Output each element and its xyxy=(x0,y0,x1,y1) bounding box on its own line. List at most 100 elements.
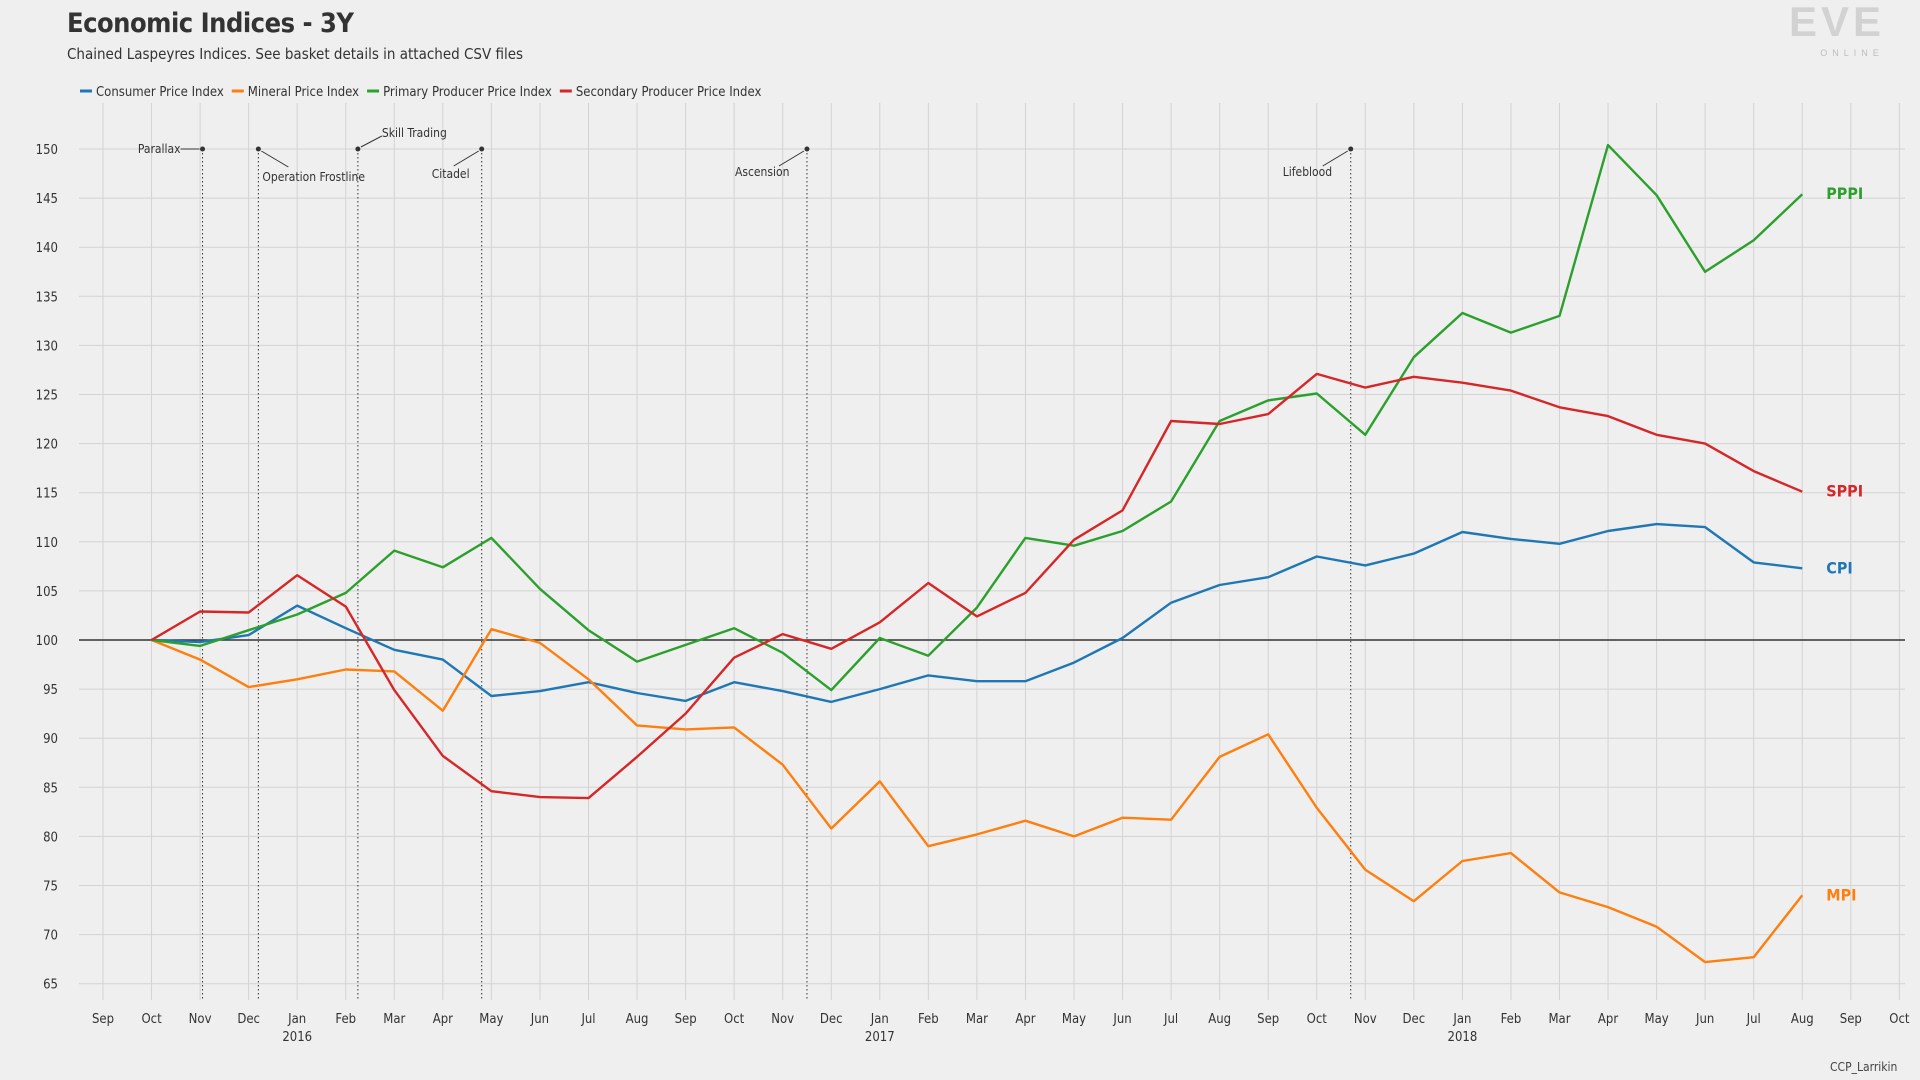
y-tick-label: 135 xyxy=(36,290,58,305)
event-marker-dot xyxy=(255,146,261,152)
event-label: Ascension xyxy=(735,165,790,179)
legend-entry: Primary Producer Price Index xyxy=(383,85,552,100)
y-tick-label: 65 xyxy=(43,978,58,993)
x-tick-label: Nov xyxy=(1354,1012,1377,1027)
x-tick-label: Sep xyxy=(92,1012,114,1027)
event-leader-line xyxy=(261,150,289,168)
x-tick-label: Oct xyxy=(1889,1012,1910,1027)
x-tick-label: Oct xyxy=(724,1012,745,1027)
event-label: Operation Frostline xyxy=(262,170,365,184)
x-tick-label: Feb xyxy=(1501,1012,1522,1027)
x-tick-label: Aug xyxy=(626,1012,649,1027)
legend-entry: Mineral Price Index xyxy=(248,85,359,100)
y-tick-label: 120 xyxy=(36,438,58,453)
author-credit: CCP_Larrikin xyxy=(1830,1060,1898,1074)
y-tick-label: 80 xyxy=(43,830,58,845)
axes: Sep Oct Nov Dec Jan Feb Mar Apr May Jun Jul Aug Sep O… xyxy=(36,143,1910,1045)
x-tick-label: Dec xyxy=(820,1012,843,1027)
x-tick-label: Jan xyxy=(287,1012,306,1027)
y-tick-label: 70 xyxy=(43,929,58,944)
event-marker-dot xyxy=(479,146,485,152)
x-tick-label: Apr xyxy=(1015,1012,1035,1027)
series-lines: CPI MPI PPPI SPPI xyxy=(150,143,1863,964)
y-tick-label: 95 xyxy=(43,683,58,698)
x-tick-label: Apr xyxy=(1598,1012,1618,1027)
y-tick-label: 105 xyxy=(36,585,58,600)
x-tick-label: Jul xyxy=(1163,1012,1178,1027)
series-line-mpi xyxy=(151,628,1804,964)
event-label: Lifeblood xyxy=(1283,165,1332,179)
y-tick-label: 110 xyxy=(36,536,58,551)
series-end-label: SPPI xyxy=(1826,482,1863,501)
series-line-sppi xyxy=(150,372,1803,800)
event-label: Skill Trading xyxy=(382,126,447,140)
event-leader-line xyxy=(1322,150,1348,167)
x-tick-label: Jul xyxy=(1746,1012,1761,1027)
x-tick-label: Nov xyxy=(771,1012,794,1027)
event-label: Parallax xyxy=(138,142,181,156)
x-tick-label: Jun xyxy=(1695,1012,1714,1027)
event-label: Citadel xyxy=(432,167,470,181)
x-tick-label: Mar xyxy=(966,1012,988,1027)
x-year-label: 2016 xyxy=(282,1030,312,1045)
x-tick-label: Oct xyxy=(141,1012,162,1027)
x-tick-label: Dec xyxy=(1403,1012,1426,1027)
x-tick-label: May xyxy=(1645,1012,1669,1027)
x-tick-label: Feb xyxy=(918,1012,939,1027)
y-tick-label: 130 xyxy=(36,339,58,354)
eve-online-logo: EVE ONLINE xyxy=(1789,2,1885,58)
x-tick-label: May xyxy=(479,1012,503,1027)
x-tick-label: Sep xyxy=(1257,1012,1279,1027)
x-tick-label: Feb xyxy=(335,1012,356,1027)
x-tick-label: Aug xyxy=(1208,1012,1231,1027)
x-tick-label: Nov xyxy=(189,1012,212,1027)
y-tick-label: 90 xyxy=(43,732,58,747)
y-tick-label: 85 xyxy=(43,781,58,796)
x-tick-label: Mar xyxy=(1548,1012,1570,1027)
x-tick-label: Mar xyxy=(383,1012,405,1027)
y-tick-label: 100 xyxy=(36,634,58,649)
chart-subtitle: Chained Laspeyres Indices. See basket de… xyxy=(67,45,524,63)
event-leader-line xyxy=(360,135,383,148)
y-tick-label: 75 xyxy=(43,880,58,895)
x-tick-label: Jun xyxy=(1112,1012,1131,1027)
series-line-pppi xyxy=(151,143,1804,692)
series-end-label: MPI xyxy=(1826,885,1856,904)
chart-title: Economic Indices - 3Y xyxy=(67,8,354,39)
x-year-label: 2018 xyxy=(1448,1030,1478,1045)
x-tick-label: Sep xyxy=(1840,1012,1862,1027)
event-marker-dot xyxy=(1348,146,1354,152)
x-tick-label: Jan xyxy=(870,1012,889,1027)
y-tick-label: 145 xyxy=(36,192,58,207)
x-tick-label: Apr xyxy=(433,1012,453,1027)
grid xyxy=(79,103,1905,1000)
y-tick-label: 115 xyxy=(36,487,58,502)
logo-text: EVE xyxy=(1789,2,1885,45)
x-tick-label: Dec xyxy=(237,1012,260,1027)
x-tick-label: Sep xyxy=(675,1012,697,1027)
series-line-cpi xyxy=(151,522,1803,704)
legend-entry: Secondary Producer Price Index xyxy=(576,85,762,100)
event-annotations: Parallax Operation Frostline Skill Trading… xyxy=(138,126,1354,1000)
legend: Consumer Price Index Mineral Price Index P… xyxy=(80,85,761,100)
x-tick-label: Oct xyxy=(1307,1012,1328,1027)
event-leader-line xyxy=(778,150,805,167)
x-tick-label: Jun xyxy=(530,1012,549,1027)
x-year-label: 2017 xyxy=(865,1030,895,1045)
y-tick-label: 125 xyxy=(36,389,58,404)
x-tick-label: Jul xyxy=(580,1012,595,1027)
x-tick-label: Aug xyxy=(1791,1012,1814,1027)
event-marker-dot xyxy=(804,146,810,152)
x-tick-label: May xyxy=(1062,1012,1086,1027)
series-end-label: PPPI xyxy=(1826,184,1863,203)
legend-entry: Consumer Price Index xyxy=(96,85,224,100)
x-tick-label: Jan xyxy=(1452,1012,1471,1027)
event-marker-dot xyxy=(200,146,206,152)
event-marker-dot xyxy=(355,146,361,152)
event-leader-line xyxy=(453,150,479,167)
logo-subtext: ONLINE xyxy=(1820,48,1884,58)
y-tick-label: 140 xyxy=(36,241,58,256)
y-tick-label: 150 xyxy=(36,143,58,158)
series-end-label: CPI xyxy=(1826,558,1852,577)
